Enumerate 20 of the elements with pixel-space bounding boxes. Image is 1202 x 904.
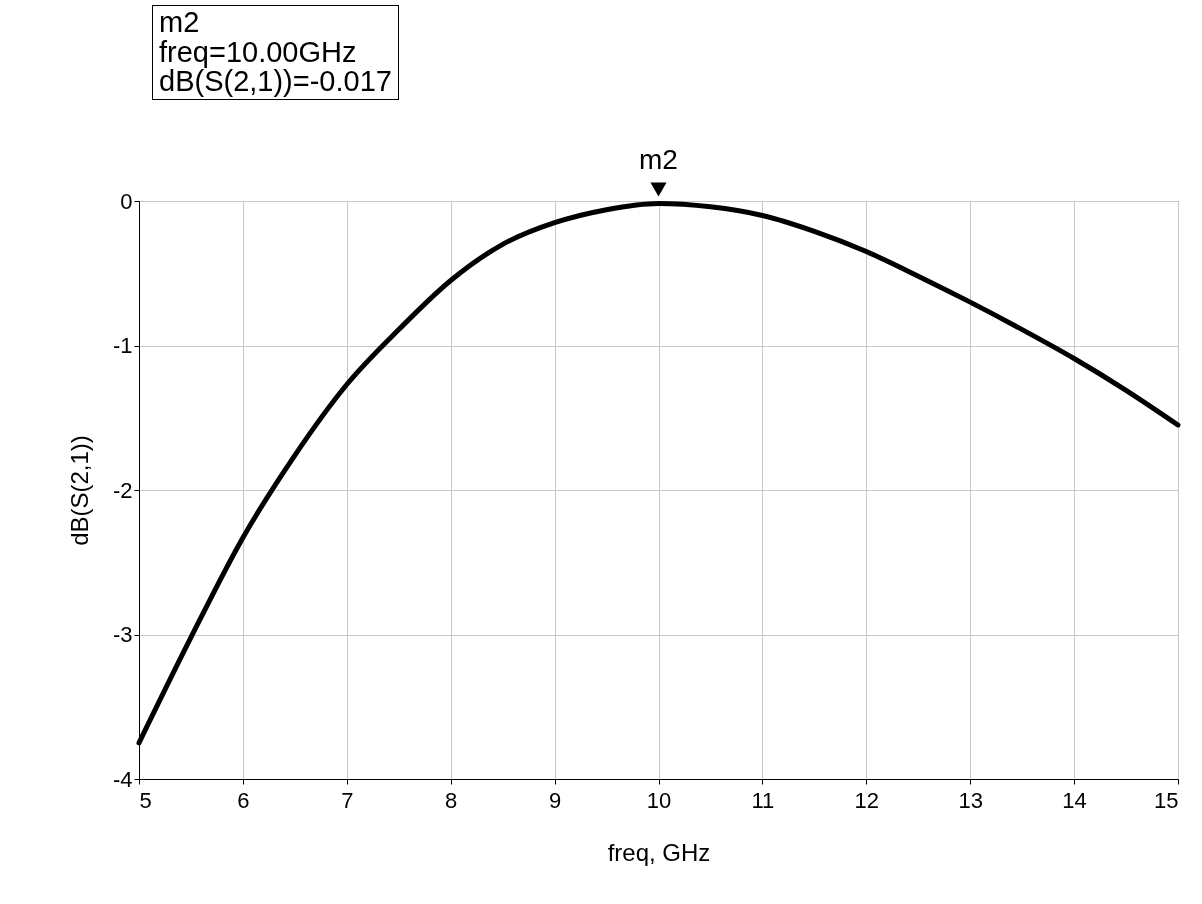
- x-tick-label: 15: [1154, 787, 1179, 813]
- text: m2 freq=10.00GHz dB(S(2,1))=-0.017: [152, 5, 399, 100]
- x-tick-label: 7: [341, 787, 354, 813]
- x-tick-label: 8: [445, 787, 458, 813]
- y-tick-label: -2: [112, 477, 133, 503]
- annotation: m2: [639, 144, 678, 176]
- y-tick-label: 0: [120, 188, 133, 214]
- x-tick-label: 10: [646, 787, 672, 813]
- x-tick-label: 9: [548, 787, 562, 813]
- x-tick-label: 5: [139, 787, 152, 813]
- x-axis-title: freq, GHz: [607, 838, 711, 866]
- y-tick-label: -4: [112, 766, 133, 792]
- x-tick-label: 13: [958, 787, 983, 813]
- x-tick-label: 11: [751, 787, 775, 813]
- x-tick-label: 12: [854, 787, 880, 813]
- y-tick-label: -1: [112, 333, 133, 358]
- x-tick-label: 14: [1062, 787, 1087, 813]
- y-axis-title: dB(S(2,1)): [65, 435, 93, 546]
- x-tick-label: 6: [237, 787, 250, 813]
- y-tick-label: -3: [112, 622, 133, 647]
